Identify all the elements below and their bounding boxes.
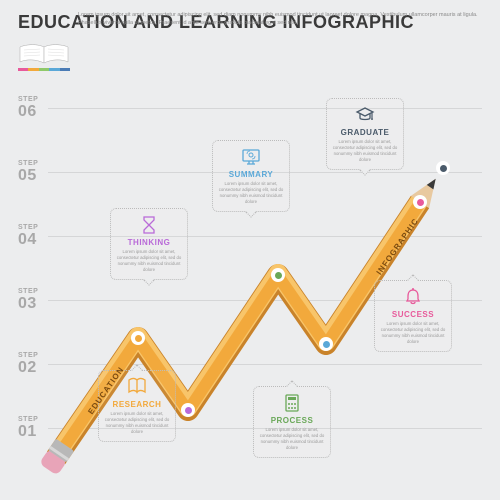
- hourglass-icon: [139, 215, 159, 235]
- step-label-03: STEP03: [18, 288, 38, 313]
- bubble-success: SUCCESS Lorem ipsum dolor sit amet, conse…: [374, 280, 452, 352]
- bubble-graduate: GRADUATE Lorem ipsum dolor sit amet, cons…: [326, 98, 404, 170]
- step-label-05: STEP05: [18, 160, 38, 185]
- bubble-title: THINKING: [116, 238, 182, 247]
- bell-icon: [403, 287, 423, 307]
- book-open-icon: [127, 377, 147, 397]
- calculator-icon: [282, 393, 302, 413]
- bubble-thinking: THINKING Lorem ipsum dolor sit amet, cons…: [110, 208, 188, 280]
- header: EDUCATION AND LEARNING INFOGRAPHIC Lorem…: [18, 12, 482, 28]
- bubble-body: Lorem ipsum dolor sit amet, consectetur …: [259, 427, 325, 451]
- bubble-body: Lorem ipsum dolor sit amet, consectetur …: [332, 139, 398, 163]
- step-label-04: STEP04: [18, 224, 38, 249]
- bubble-body: Lorem ipsum dolor sit amet, consectetur …: [116, 249, 182, 273]
- subtitle: Lorem ipsum dolor sit amet, consectetur …: [78, 11, 478, 28]
- bubble-title: GRADUATE: [332, 128, 398, 137]
- rainbow-strip: [18, 68, 70, 71]
- book-icon: [18, 44, 70, 66]
- node-dot-research: [131, 331, 145, 345]
- monitor-icon: [241, 147, 261, 167]
- step-label-01: STEP01: [18, 416, 38, 441]
- bubble-body: Lorem ipsum dolor sit amet, consectetur …: [104, 411, 170, 435]
- bubble-title: SUCCESS: [380, 310, 446, 319]
- bubble-summary: SUMMARY Lorem ipsum dolor sit amet, conse…: [212, 140, 290, 212]
- grad-cap-icon: [355, 105, 375, 125]
- node-dot-graduate: [436, 161, 450, 175]
- step-label-02: STEP02: [18, 352, 38, 377]
- node-dot-success: [413, 195, 427, 209]
- step-label-06: STEP06: [18, 96, 38, 121]
- node-dot-thinking: [181, 403, 195, 417]
- node-dot-summary: [319, 337, 333, 351]
- node-dot-process: [271, 268, 285, 282]
- bubble-title: RESEARCH: [104, 400, 170, 409]
- bubble-title: SUMMARY: [218, 170, 284, 179]
- chart-area: RESEARCH Lorem ipsum dolor sit amet, cons…: [48, 90, 482, 480]
- bubble-process: PROCESS Lorem ipsum dolor sit amet, conse…: [253, 386, 331, 458]
- bubble-body: Lorem ipsum dolor sit amet, consectetur …: [380, 321, 446, 345]
- bubble-title: PROCESS: [259, 416, 325, 425]
- bubble-body: Lorem ipsum dolor sit amet, consectetur …: [218, 181, 284, 205]
